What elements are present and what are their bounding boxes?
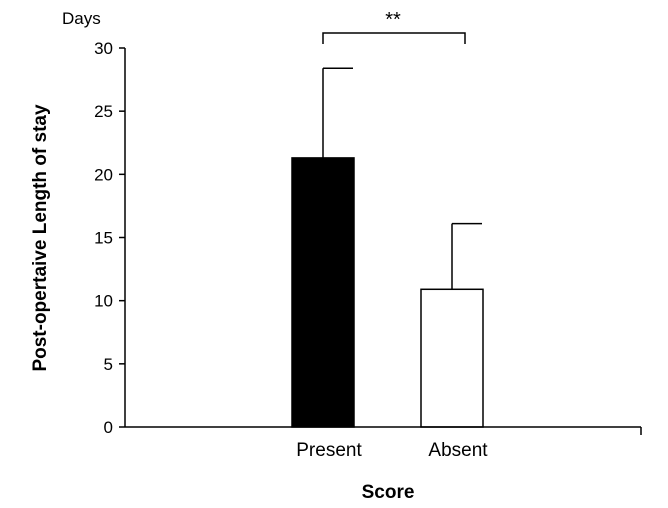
x-axis-title: Score [362,482,415,503]
y-tick-label: 15 [94,229,113,248]
significance-bracket-line [322,32,466,44]
significance-bracket [322,32,466,44]
y-tick-label: 0 [104,418,113,437]
y-axis-ticks: 0 5 10 15 20 25 30 [94,39,642,437]
significance-label: ** [385,9,401,31]
y-unit-label: Days [62,9,101,28]
bars [291,157,484,428]
bar-present [291,157,355,428]
y-tick-label: 30 [94,39,113,58]
y-tick-label: 25 [94,102,113,121]
y-tick-label: 5 [104,355,113,374]
y-tick-label: 10 [94,292,113,311]
x-category-labels: Present Absent [296,440,488,461]
bar-absent [420,288,484,428]
y-tick-label: 20 [94,165,113,184]
category-label-absent: Absent [428,440,488,461]
category-label-present: Present [296,440,362,461]
error-bars [322,67,482,290]
y-axis-title: Post-opertaive Length of stay [30,104,51,372]
